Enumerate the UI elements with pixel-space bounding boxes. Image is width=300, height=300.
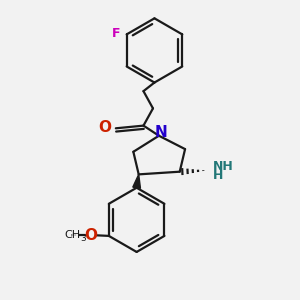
Text: 3: 3	[80, 234, 86, 243]
Text: methoxy: methoxy	[71, 235, 77, 236]
Text: NH: NH	[212, 160, 233, 173]
Text: H: H	[212, 169, 223, 182]
Text: O: O	[99, 120, 112, 135]
Text: F: F	[112, 27, 121, 40]
Text: CH: CH	[64, 230, 81, 240]
Text: N: N	[155, 125, 168, 140]
Polygon shape	[133, 174, 140, 188]
Text: O: O	[84, 228, 97, 243]
Text: methoxy: methoxy	[71, 234, 77, 235]
